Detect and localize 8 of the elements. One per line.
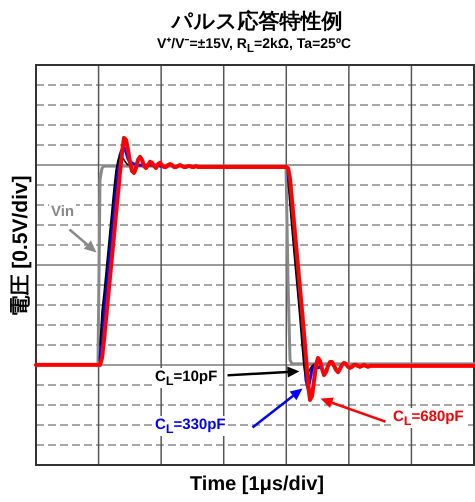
x-axis-title: Time [1μs/div]	[190, 473, 324, 496]
text: C$_{L}$=10pF	[153, 368, 220, 388]
chart-subtitle: V⁺/V⁻=±15V, R$_{L}$=2kΩ, Ta=25ºC	[156, 35, 352, 56]
legend-label: C$_{L}$=680pF	[391, 408, 466, 428]
text: C$_{L}$=330pF	[153, 416, 228, 436]
chart-title: パルス応答特性例	[172, 10, 342, 34]
series-label: Vin	[49, 203, 76, 220]
y-axis-title: 電圧 [0.5V/div]	[8, 175, 33, 317]
